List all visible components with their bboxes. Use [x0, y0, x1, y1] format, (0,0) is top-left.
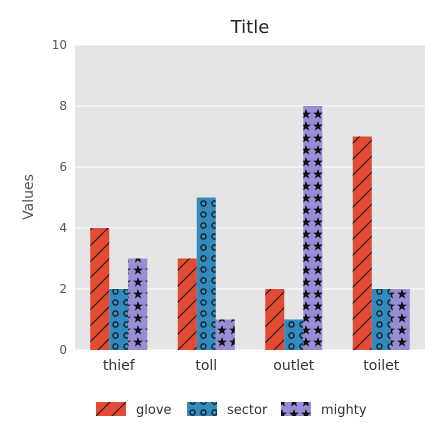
legend-swatch-pattern — [187, 402, 217, 416]
bar-pattern — [303, 106, 323, 350]
y-tick-label: 6 — [59, 160, 67, 174]
y-tick-label: 10 — [52, 38, 67, 52]
bar-pattern — [128, 258, 148, 350]
legend-swatch-pattern — [96, 402, 126, 416]
y-tick-label: 0 — [59, 343, 67, 357]
legend-item-sector: sector — [187, 402, 268, 418]
bar-mighty-thief — [128, 258, 148, 350]
bar-sector-thief — [109, 289, 129, 350]
x-tick-label: toilet — [363, 358, 399, 374]
bar-glove-toilet — [352, 136, 372, 350]
y-axis-title: Values — [21, 174, 37, 220]
y-tick-label: 4 — [59, 221, 67, 235]
x-tick-label: toll — [195, 358, 217, 374]
y-tick-label: 8 — [59, 99, 67, 113]
legend-label: glove — [136, 403, 172, 418]
y-axis-ticks: 0 2 4 6 8 10 — [52, 38, 67, 357]
legend-item-mighty: mighty — [281, 402, 367, 418]
legend-label: sector — [227, 403, 268, 418]
bar-pattern — [215, 319, 235, 350]
bar-pattern — [90, 228, 110, 350]
bar-pattern — [196, 197, 216, 350]
bar-sector-toll — [196, 197, 216, 350]
bar-pattern — [371, 289, 391, 350]
x-tick-label: thief — [103, 358, 136, 374]
bar-pattern — [390, 289, 410, 350]
bar-mighty-outlet — [303, 106, 323, 350]
bar-pattern — [284, 319, 304, 350]
chart-title: Title — [230, 17, 270, 38]
y-tick-label: 2 — [59, 282, 67, 296]
bar-pattern — [352, 136, 372, 350]
legend-label: mighty — [321, 403, 367, 418]
bar-pattern — [265, 289, 285, 350]
legend-swatch-pattern — [281, 402, 311, 416]
bar-mighty-toilet — [390, 289, 410, 350]
bar-mighty-toll — [215, 319, 235, 350]
x-axis-ticks: thief toll outlet toilet — [103, 358, 400, 374]
bar-glove-outlet — [265, 289, 285, 350]
bar-glove-thief — [90, 228, 110, 350]
legend-item-glove: glove — [96, 402, 172, 418]
bar-pattern — [109, 289, 129, 350]
bar-sector-toilet — [371, 289, 391, 350]
bar-sector-outlet — [284, 319, 304, 350]
bar-pattern — [177, 258, 197, 350]
bars — [90, 106, 410, 350]
bar-glove-toll — [177, 258, 197, 350]
x-tick-label: outlet — [273, 358, 314, 374]
legend: glove sector mighty — [96, 402, 367, 418]
